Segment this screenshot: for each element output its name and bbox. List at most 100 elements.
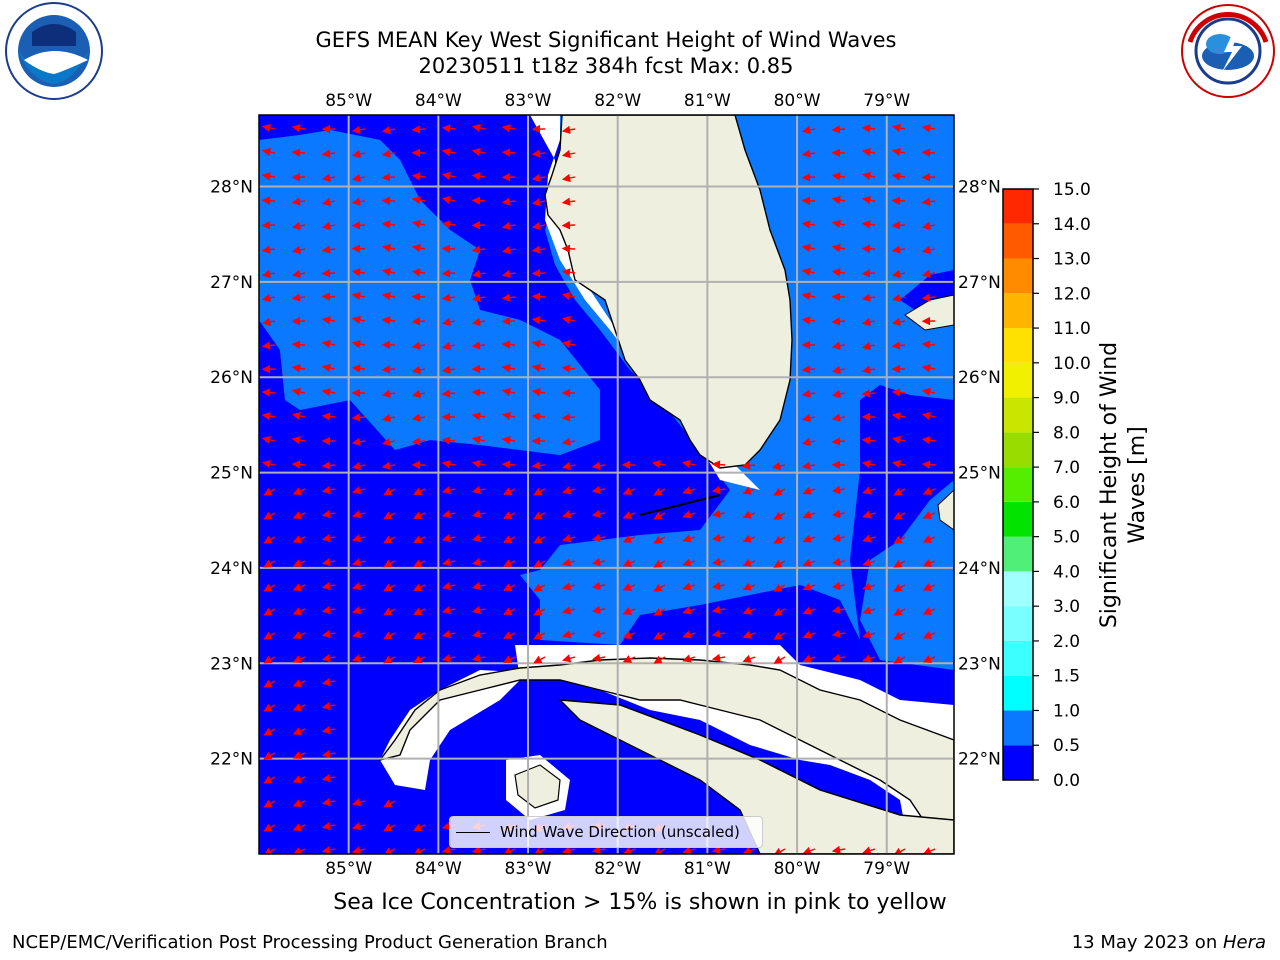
wave-direction-arrow xyxy=(682,606,696,615)
wave-direction-arrow xyxy=(263,679,276,688)
wave-direction-arrow xyxy=(411,125,426,134)
wave-direction-arrow xyxy=(441,582,456,591)
wave-direction-arrow xyxy=(831,268,846,277)
wave-direction-arrow xyxy=(292,751,306,759)
wave-direction-arrow xyxy=(351,461,366,471)
wave-direction-arrow xyxy=(291,124,306,133)
wave-direction-arrow xyxy=(801,149,816,158)
wave-direction-arrow xyxy=(711,533,726,543)
wave-direction-arrow xyxy=(292,607,306,615)
wave-direction-arrow xyxy=(413,823,426,832)
legend-label: Wind Wave Direction (unscaled) xyxy=(500,823,740,841)
wave-direction-arrow xyxy=(862,606,876,615)
wave-direction-arrow xyxy=(831,533,846,543)
wave-direction-arrow xyxy=(501,293,516,302)
lat-tick-label: 26°N xyxy=(958,368,1001,388)
wave-direction-arrow xyxy=(501,148,516,157)
wave-direction-arrow xyxy=(893,631,906,640)
wave-direction-arrow xyxy=(471,147,486,157)
legend: Wind Wave Direction (unscaled) xyxy=(449,816,763,848)
wave-direction-arrow xyxy=(531,292,546,301)
wave-direction-arrow xyxy=(321,149,336,158)
wave-direction-arrow xyxy=(773,535,786,544)
map-frame xyxy=(258,114,955,855)
wave-direction-arrow xyxy=(441,317,456,327)
wave-direction-arrow xyxy=(413,583,426,592)
wave-direction-arrow xyxy=(411,437,426,446)
wave-direction-arrow xyxy=(321,485,336,495)
wave-direction-arrow xyxy=(261,172,276,181)
wave-direction-arrow xyxy=(893,511,906,520)
wave-direction-arrow xyxy=(321,725,336,735)
wave-direction-arrow xyxy=(263,631,276,640)
wave-direction-arrow xyxy=(441,436,456,445)
wave-direction-arrow xyxy=(471,557,486,567)
wind-wave-arrows xyxy=(261,123,936,854)
colorbar-segment xyxy=(1003,571,1033,607)
wave-direction-arrow xyxy=(351,244,366,253)
colorbar-segment xyxy=(1003,640,1033,676)
wave-direction-arrow xyxy=(831,845,846,854)
wave-direction-arrow xyxy=(562,606,576,615)
wave-direction-arrow xyxy=(622,847,636,854)
wave-direction-arrow xyxy=(292,727,306,735)
wave-direction-arrow xyxy=(561,291,576,301)
wave-direction-arrow xyxy=(381,267,396,277)
colorbar-segment xyxy=(1003,675,1033,711)
wave-direction-arrow xyxy=(622,535,636,543)
wave-direction-arrow xyxy=(561,125,576,135)
wave-direction-arrow xyxy=(742,486,756,495)
lon-tick-label: 81°W xyxy=(684,91,731,111)
wave-direction-arrow xyxy=(291,148,306,157)
wave-direction-arrow xyxy=(441,220,456,229)
wave-direction-arrow xyxy=(531,412,546,421)
legend-line-icon xyxy=(456,831,490,833)
lon-labels-bottom: 85°W 84°W 83°W 82°W 81°W 80°W 79°W xyxy=(325,859,910,879)
wave-direction-arrow xyxy=(291,411,306,421)
colorbar-segment xyxy=(1003,362,1033,398)
wave-direction-arrow xyxy=(502,559,516,567)
wave-direction-arrow xyxy=(471,293,486,303)
wave-direction-arrow xyxy=(831,243,846,253)
wave-direction-arrow xyxy=(292,703,306,711)
wave-direction-arrow xyxy=(351,125,366,134)
wave-direction-arrow xyxy=(591,533,606,543)
wave-direction-arrow xyxy=(291,340,306,349)
wave-direction-arrow xyxy=(471,533,486,543)
wave-direction-arrow xyxy=(292,775,306,783)
wave-direction-arrow xyxy=(533,487,546,496)
wave-direction-arrow xyxy=(773,631,786,640)
footer-credit: NCEP/EMC/Verification Post Processing Pr… xyxy=(12,932,608,953)
wave-direction-arrow xyxy=(861,171,876,181)
wave-direction-arrow xyxy=(413,607,426,616)
wave-direction-arrow xyxy=(533,607,546,616)
wave-direction-arrow xyxy=(263,487,276,496)
lat-tick-label: 24°N xyxy=(958,559,1001,579)
wave-direction-arrow xyxy=(802,630,816,639)
wave-direction-arrow xyxy=(711,629,726,639)
wave-direction-arrow xyxy=(861,195,876,205)
colorbar-tick-label: 1.0 xyxy=(1053,701,1080,721)
wave-direction-arrow xyxy=(381,389,396,398)
wave-direction-arrow xyxy=(321,821,336,831)
wave-direction-arrow xyxy=(893,583,906,592)
wave-direction-arrow xyxy=(263,727,276,736)
colorbar-segment xyxy=(1003,189,1033,224)
wave-direction-arrow xyxy=(862,534,876,543)
lat-tick-label: 23°N xyxy=(958,654,1001,674)
no-data-area xyxy=(530,115,760,490)
wave-direction-arrow xyxy=(921,460,936,469)
wave-direction-arrow xyxy=(261,147,276,157)
wave-direction-arrow xyxy=(411,268,426,277)
wave-direction-arrow xyxy=(561,149,576,159)
wave-direction-arrow xyxy=(352,486,366,495)
wave-direction-arrow xyxy=(351,364,366,373)
wave-direction-arrow xyxy=(801,461,816,470)
wave-direction-arrow xyxy=(831,485,846,495)
wave-direction-arrow xyxy=(591,605,606,615)
wave-direction-arrow xyxy=(802,534,816,543)
wave-direction-arrow xyxy=(802,582,816,591)
wave-direction-arrow xyxy=(921,364,936,373)
wave-direction-arrow xyxy=(622,607,636,615)
wave-direction-arrow xyxy=(411,317,426,326)
